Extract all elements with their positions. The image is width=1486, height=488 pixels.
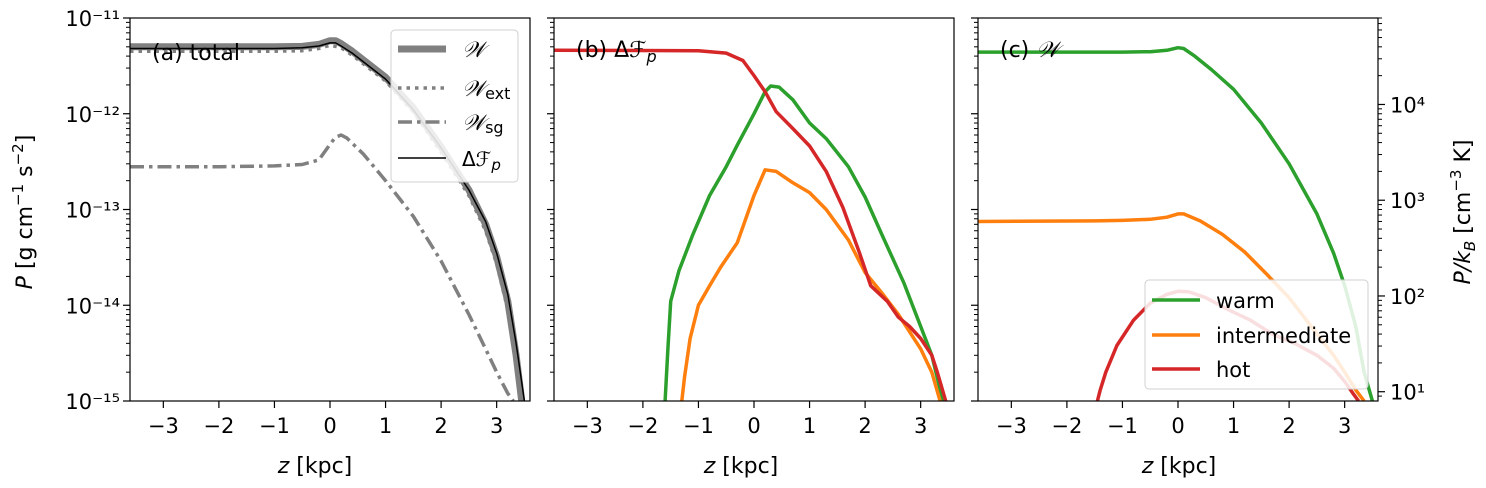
x-tick-label: 1: [803, 414, 816, 438]
x-tick-label: −2: [203, 414, 234, 438]
x-tick-label: 0: [747, 414, 760, 438]
legend-label-intermediate: intermediate: [1216, 324, 1351, 348]
x-tick-label: −1: [1107, 414, 1138, 438]
series-line-hot-2: [554, 48, 948, 401]
x-tick-label: −3: [572, 414, 603, 438]
panel-a-x-ticks: −3 −2 −1 0 1 2 3: [148, 401, 503, 438]
panel-c-y-ticks: [971, 17, 978, 402]
series-line-warm-0: [663, 84, 945, 401]
legend-box: [390, 29, 519, 183]
y-tick-label: 10⁻¹³: [65, 199, 120, 223]
legend-label-hot: hot: [1216, 358, 1250, 382]
right-y-tick-label: 10⁴: [1390, 93, 1425, 117]
panel-c-x-ticks: −3 −2 −1 0 1 2 3: [996, 401, 1351, 438]
series-line-intermediate-1: [680, 168, 942, 401]
panel-a-total: −3 −2 −1 0 1 2 3 10⁻¹⁵ 10⁻¹⁴ 10⁻¹³ 10⁻¹² 10⁻¹¹ (a)…: [9, 7, 531, 479]
panel-a-legend: 𝒲 𝒲ext 𝒲sg Δℱp: [390, 29, 519, 183]
series-line-ext-1: [130, 43, 524, 401]
x-tick-label: −2: [627, 414, 658, 438]
x-tick-label: 1: [1227, 414, 1240, 438]
panel-a-title: (a) total: [152, 41, 240, 66]
y-tick-label: 10⁻¹²: [65, 103, 120, 127]
right-y-tick-label: 10¹: [1390, 381, 1425, 405]
series-line-p-3: [130, 42, 526, 401]
x-tick-label: 2: [1282, 414, 1295, 438]
x-tick-label: −1: [259, 414, 290, 438]
panel-c-ylabel: P/kB [cm−3 K]: [1447, 140, 1479, 285]
panel-a-y-ticks: 10⁻¹⁵ 10⁻¹⁴ 10⁻¹³ 10⁻¹² 10⁻¹¹: [65, 7, 130, 414]
panel-b-y-ticks: [547, 17, 554, 402]
x-tick-label: 3: [914, 414, 927, 438]
x-tick-label: 0: [323, 414, 336, 438]
x-tick-label: 2: [434, 414, 447, 438]
panel-a-ylabel: P [g cm−1 s−2]: [9, 135, 38, 290]
panel-c-right-y-ticks: 10¹ 10² 10³ 10⁴: [1378, 17, 1425, 405]
y-tick-label: 10⁻¹¹: [65, 7, 120, 31]
series-line-sg-2: [130, 133, 515, 401]
panel-c-W: −3 −2 −1 0 1 2 3 10¹ 10² 10³ 10⁴ (c) 𝒲 warm inter…: [971, 17, 1479, 479]
right-y-tick-label: 10³: [1390, 189, 1425, 213]
panel-b-delta-fp: −3 −2 −1 0 1 2 3 (b) Δℱp z [kpc]: [547, 17, 955, 479]
x-tick-label: −2: [1051, 414, 1082, 438]
x-tick-label: 3: [1338, 414, 1351, 438]
x-tick-label: −3: [996, 414, 1027, 438]
panel-b-lines: [554, 48, 948, 401]
x-tick-label: 2: [858, 414, 871, 438]
legend-label-warm: warm: [1216, 289, 1275, 313]
panel-c-xlabel: z [kpc]: [1141, 454, 1217, 479]
panel-b-x-ticks: −3 −2 −1 0 1 2 3: [572, 401, 927, 438]
panel-b-title: (b) Δℱp: [576, 38, 657, 66]
panel-b-xlabel: z [kpc]: [703, 454, 779, 479]
panel-a-xlabel: z [kpc]: [277, 454, 353, 479]
panel-a-lines: [130, 37, 526, 401]
legend-label-Wext: 𝒲ext: [462, 77, 510, 103]
y-tick-label: 10⁻¹⁴: [65, 294, 120, 318]
x-tick-label: 0: [1171, 414, 1184, 438]
x-tick-label: −1: [683, 414, 714, 438]
panel-c-title: (c) 𝒲: [1000, 38, 1064, 63]
legend-box: [1144, 279, 1369, 390]
x-tick-label: 1: [379, 414, 392, 438]
x-tick-label: 3: [490, 414, 503, 438]
series-line--0: [130, 37, 526, 401]
y-tick-label: 10⁻¹⁵: [65, 390, 120, 414]
legend-label-dFp: Δℱp: [462, 147, 501, 174]
right-y-tick-label: 10²: [1390, 285, 1425, 309]
panel-c-legend: warm intermediate hot: [1144, 279, 1369, 390]
x-tick-label: −3: [148, 414, 179, 438]
